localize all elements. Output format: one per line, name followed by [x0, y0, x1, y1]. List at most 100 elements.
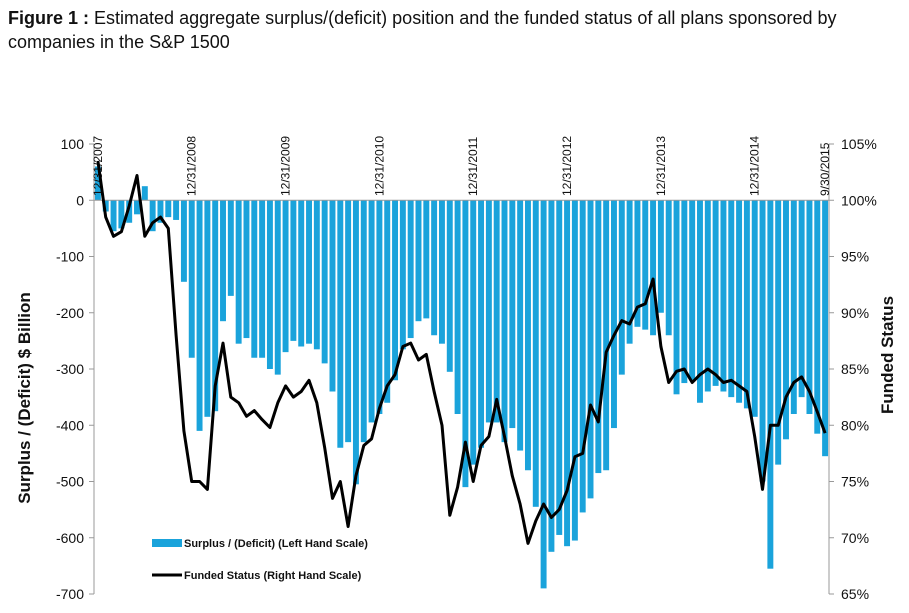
bar — [407, 200, 414, 339]
bar — [650, 200, 657, 336]
bar — [423, 200, 430, 319]
left-tick-label: -600 — [56, 530, 84, 546]
bar — [329, 200, 336, 392]
bar — [141, 186, 148, 201]
bar — [611, 200, 617, 429]
bar — [313, 200, 320, 350]
date-marker-label: 12/31/2011 — [466, 137, 480, 196]
chart-title: Figure 1 : Estimated aggregate surplus/(… — [8, 6, 898, 54]
axes: 100 0 -100 -200 -300 -400 -500 -600 -700 105% 100%… — [56, 136, 877, 602]
bar — [462, 200, 469, 488]
bar — [118, 200, 125, 229]
bar — [603, 200, 610, 471]
bar — [814, 200, 821, 434]
bar — [470, 200, 477, 465]
date-marker-label: 12/31/2008 — [185, 136, 199, 196]
bar — [571, 200, 578, 541]
date-marker-label: 12/31/2014 — [748, 136, 762, 196]
bar — [509, 200, 516, 429]
bar — [454, 200, 461, 414]
bar — [212, 200, 219, 412]
left-tick-label: -500 — [56, 474, 84, 490]
bar — [251, 200, 258, 358]
bar — [266, 200, 273, 369]
bar — [720, 200, 727, 392]
figure-label: Figure 1 : — [8, 8, 90, 28]
right-tick-label: 105% — [841, 136, 877, 152]
left-tick-label: -400 — [56, 417, 84, 433]
bar — [579, 200, 586, 513]
right-axis-label: Funded Status — [878, 296, 897, 414]
bar — [681, 200, 688, 384]
bar — [431, 200, 438, 336]
bar — [298, 200, 305, 347]
date-marker-label: 12/31/2013 — [654, 136, 668, 196]
right-tick-label: 95% — [841, 249, 869, 265]
bar — [642, 200, 649, 330]
bar — [743, 200, 750, 409]
bar — [689, 200, 696, 381]
figure-caption: Estimated aggregate surplus/(deficit) po… — [8, 8, 837, 52]
bar — [626, 200, 633, 344]
left-tick-label: -300 — [56, 361, 84, 377]
bar — [556, 200, 563, 535]
right-tick-label: 85% — [841, 361, 869, 377]
left-tick-label: 100 — [61, 136, 85, 152]
bar — [306, 200, 312, 344]
left-tick-label: -700 — [56, 586, 84, 602]
bar — [360, 200, 367, 443]
right-tick-label: 75% — [841, 474, 869, 490]
left-tick-label: 0 — [76, 192, 84, 208]
bar — [798, 200, 805, 398]
bar — [149, 200, 156, 232]
bar — [180, 200, 187, 282]
bar — [188, 200, 195, 358]
bar — [290, 200, 297, 341]
bar — [822, 200, 829, 457]
bar — [634, 200, 641, 327]
bar — [478, 200, 485, 448]
bar — [564, 200, 571, 547]
right-tick-label: 80% — [841, 417, 869, 433]
bar — [790, 200, 797, 414]
bar — [673, 200, 680, 395]
date-markers: 12/31/2007 12/31/2008 12/31/2009 12/31/2010… — [91, 136, 832, 196]
right-tick-label: 65% — [841, 586, 869, 602]
bar — [126, 200, 133, 223]
bar — [485, 200, 492, 423]
bar — [282, 200, 289, 353]
bar — [196, 200, 203, 431]
bar — [736, 200, 743, 403]
bar — [220, 200, 226, 322]
bar-series — [94, 166, 829, 589]
funded-status-line — [96, 160, 827, 545]
bar — [446, 200, 453, 372]
bar — [345, 200, 352, 443]
bar — [134, 200, 140, 215]
bar — [697, 200, 703, 403]
left-tick-label: -100 — [56, 249, 84, 265]
bar — [665, 200, 672, 336]
bar — [384, 200, 391, 403]
bar — [321, 200, 328, 364]
bar — [337, 200, 344, 448]
right-tick-label: 70% — [841, 530, 869, 546]
bar — [524, 200, 531, 471]
bar — [618, 200, 625, 375]
bar — [540, 200, 547, 589]
bar — [243, 200, 250, 339]
bar — [94, 166, 101, 201]
bar — [595, 200, 602, 474]
bar — [392, 200, 399, 381]
left-tick-label: -200 — [56, 305, 84, 321]
bar — [532, 200, 539, 507]
bar — [399, 200, 406, 350]
right-tick-label: 90% — [841, 305, 869, 321]
bar — [110, 200, 117, 232]
bar — [751, 200, 758, 417]
bar — [352, 200, 359, 485]
bar — [759, 200, 766, 482]
bar — [587, 200, 594, 499]
bar — [501, 200, 508, 443]
